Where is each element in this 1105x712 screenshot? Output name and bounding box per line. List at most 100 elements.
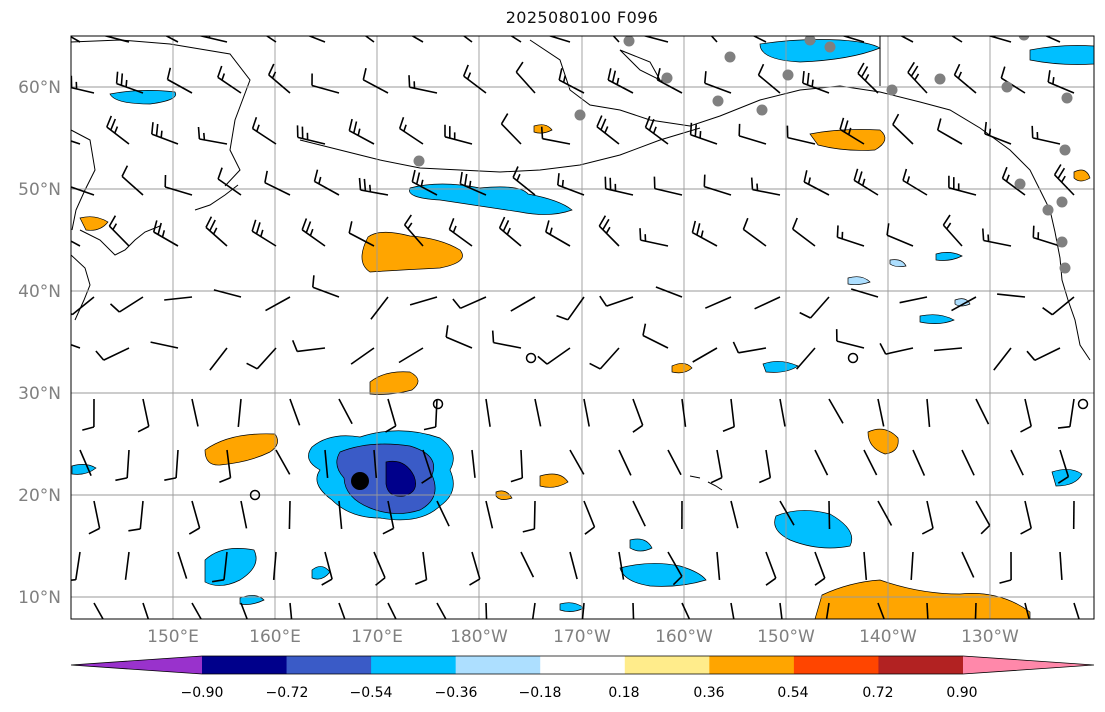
- wind-barb: [240, 500, 248, 529]
- wind-barb: [618, 449, 632, 476]
- wind-barb: [1000, 66, 1026, 94]
- wind-barb: [1042, 296, 1075, 316]
- wind-barb: [71, 75, 95, 94]
- wind-barb: [722, 398, 735, 432]
- wind-barb: [398, 116, 424, 145]
- map-frame: [70, 35, 1095, 620]
- colorbar-segment: [624, 656, 710, 674]
- wind-barb: [877, 500, 893, 526]
- colorbar-extend-low: [71, 656, 202, 674]
- colorbar-tick-label: 0.18: [608, 685, 639, 701]
- wind-barb: [350, 347, 375, 365]
- wind-barb: [540, 126, 571, 145]
- wind-barb: [520, 551, 535, 578]
- wind-barb: [324, 449, 329, 478]
- wind-barb: [151, 122, 179, 145]
- wind-barb: [469, 551, 481, 586]
- colorbar-segment: [371, 656, 457, 674]
- wind-barb: [95, 347, 130, 361]
- wind-barb: [444, 124, 473, 145]
- wind-barb: [653, 176, 683, 196]
- wind-barb: [102, 36, 130, 43]
- wind-barb: [910, 551, 914, 580]
- wind-barb: [188, 500, 201, 535]
- wind-barb: [265, 36, 277, 43]
- wind-barb: [211, 551, 228, 583]
- wind-barb: [556, 296, 585, 321]
- wind-barb: [164, 449, 179, 481]
- wind-barb: [982, 228, 1012, 247]
- wind-barb: [704, 296, 732, 309]
- wind-barb: [348, 118, 375, 145]
- wind-barb: [604, 176, 634, 196]
- wind-barb: [863, 551, 868, 580]
- wind-barb: [716, 551, 721, 580]
- wind-barb: [886, 223, 914, 247]
- wind-barb: [742, 217, 767, 247]
- wind-barb: [934, 347, 963, 352]
- wind-barb: [289, 602, 293, 619]
- shading-layer: [71, 39, 1094, 619]
- wind-barb: [1059, 551, 1063, 580]
- storm-center-marker: [351, 472, 369, 490]
- figure-title: 2025080100 F096: [505, 8, 659, 27]
- wind-barb: [164, 296, 193, 301]
- wind-barb: [409, 296, 438, 306]
- wind-barb: [246, 347, 277, 370]
- wind-barb: [799, 296, 830, 319]
- colorbar-segment: [793, 656, 879, 674]
- wind-barb: [237, 398, 242, 427]
- colorbar-tick-label: −0.36: [435, 685, 478, 701]
- wind-barb: [987, 36, 1012, 43]
- wind-barb: [71, 140, 81, 145]
- wind-barb: [667, 449, 682, 476]
- wind-barb: [583, 398, 590, 427]
- wind-barb: [877, 602, 885, 619]
- wind-barb: [88, 500, 101, 535]
- wind-barb: [177, 551, 188, 579]
- wind-barb: [491, 330, 522, 349]
- wind-barb: [607, 68, 634, 94]
- wind-barb: [115, 71, 144, 94]
- wind-barb: [1047, 70, 1075, 94]
- colorbar-segment: [878, 656, 964, 674]
- wind-barb: [993, 347, 1012, 371]
- wind-barb: [445, 325, 473, 349]
- wind-barb: [691, 220, 718, 247]
- wind-barb: [150, 341, 179, 349]
- station-marker: [1059, 144, 1071, 156]
- wind-barb: [583, 500, 596, 535]
- wind-barb: [364, 36, 375, 43]
- wind-barb: [710, 36, 718, 43]
- wind-barb: [370, 296, 389, 320]
- wind-barb: [403, 214, 424, 247]
- wind-barb: [164, 174, 193, 196]
- wind-barb: [485, 398, 491, 427]
- wind-barb: [251, 116, 277, 145]
- lon-label: 170°E: [351, 627, 403, 647]
- wind-barb: [82, 398, 95, 431]
- wind-barb: [841, 36, 865, 43]
- wind-barb: [108, 215, 130, 247]
- wind-barb: [415, 551, 428, 586]
- coastlines: [71, 36, 1091, 491]
- colorbar-tick-label: −0.72: [266, 685, 309, 701]
- station-marker: [724, 51, 736, 63]
- wind-barb: [71, 296, 95, 316]
- wind-barb: [1073, 602, 1080, 619]
- wind-barb: [124, 551, 130, 580]
- wind-barb: [115, 449, 130, 482]
- station-marker: [782, 69, 794, 81]
- wind-barb: [899, 296, 928, 304]
- colorbar-tick-label: 0.90: [946, 685, 977, 701]
- wind-barb: [877, 398, 885, 427]
- station-marker: [1059, 262, 1071, 274]
- wind-barb: [265, 296, 291, 312]
- wind-barb: [912, 449, 926, 476]
- station-marker: [413, 155, 425, 167]
- lon-label: 170°W: [553, 627, 611, 647]
- wind-barb: [644, 115, 669, 145]
- wind-barb: [537, 347, 571, 365]
- wind-barb: [752, 36, 767, 43]
- colorbar-tick-label: 0.36: [693, 685, 724, 701]
